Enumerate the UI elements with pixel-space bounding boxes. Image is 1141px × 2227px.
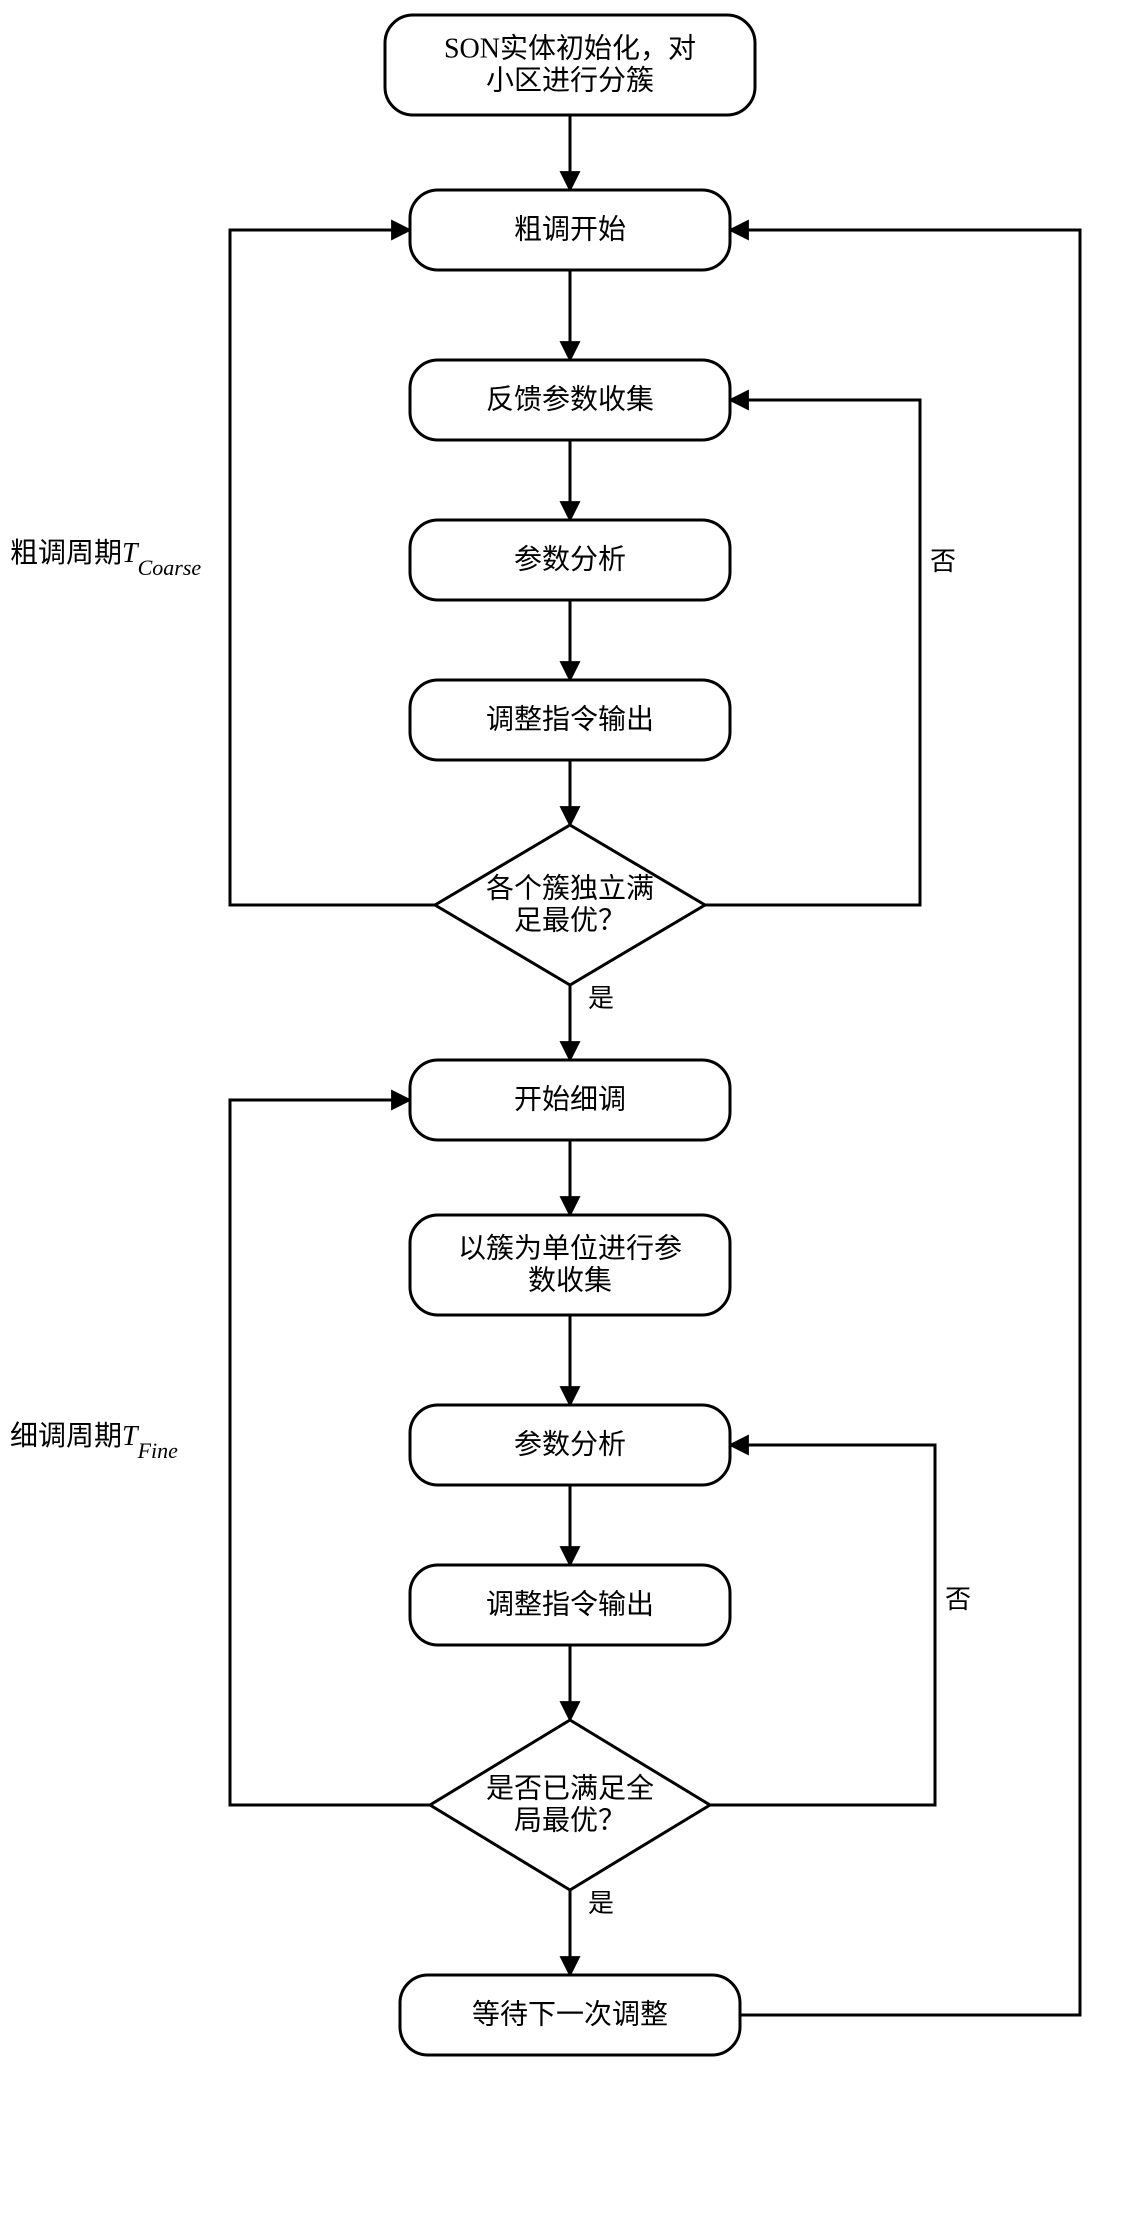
node-n5-line-1: 足最优？	[514, 904, 626, 936]
node-n7-line-0: 以簇为单位进行参	[458, 1232, 682, 1264]
back-edge-n10-n8	[710, 1445, 935, 1805]
node-n2-line-0: 反馈参数收集	[486, 383, 654, 415]
node-n1-line-0: 粗调开始	[514, 213, 626, 245]
node-n0: SON实体初始化，对小区进行分簇	[385, 15, 755, 115]
node-n8: 参数分析	[410, 1405, 730, 1485]
left-loop-0	[230, 230, 435, 905]
node-n9-line-0: 调整指令输出	[486, 1588, 654, 1620]
node-n0-line-1: 小区进行分簇	[486, 64, 654, 96]
node-n7-line-1: 数收集	[528, 1264, 612, 1296]
left-loop-label-1: 细调周期TFine	[10, 1420, 178, 1463]
node-n10: 是否已满足全局最优？	[430, 1720, 710, 1890]
node-n4: 调整指令输出	[410, 680, 730, 760]
left-loop-label-0: 粗调周期TCoarse	[10, 537, 201, 580]
node-n5: 各个簇独立满足最优？	[435, 825, 705, 985]
edge-label-n10-n11: 是	[588, 1889, 614, 1918]
left-loop-1	[230, 1100, 430, 1805]
node-n2: 反馈参数收集	[410, 360, 730, 440]
node-n11: 等待下一次调整	[400, 1975, 740, 2055]
node-n0-line-0: SON实体初始化，对	[444, 32, 696, 64]
back-edge-label-n10: 否	[945, 1585, 971, 1614]
node-n3: 参数分析	[410, 520, 730, 600]
node-n7: 以簇为单位进行参数收集	[410, 1215, 730, 1315]
node-n8-line-0: 参数分析	[514, 1428, 626, 1460]
long-back-edge	[730, 230, 1080, 2015]
back-edge-label-n5: 否	[930, 547, 956, 576]
node-n6: 开始细调	[410, 1060, 730, 1140]
node-n9: 调整指令输出	[410, 1565, 730, 1645]
back-edge-n5-n2	[705, 400, 920, 905]
node-n1: 粗调开始	[410, 190, 730, 270]
node-n11-line-0: 等待下一次调整	[472, 1998, 668, 2030]
node-n3-line-0: 参数分析	[514, 543, 626, 575]
edge-label-n5-n6: 是	[588, 984, 614, 1013]
node-n6-line-0: 开始细调	[514, 1083, 626, 1115]
node-n10-line-1: 局最优？	[514, 1804, 626, 1836]
node-n5-line-0: 各个簇独立满	[486, 872, 654, 904]
node-n4-line-0: 调整指令输出	[486, 703, 654, 735]
node-n10-line-0: 是否已满足全	[486, 1772, 654, 1804]
